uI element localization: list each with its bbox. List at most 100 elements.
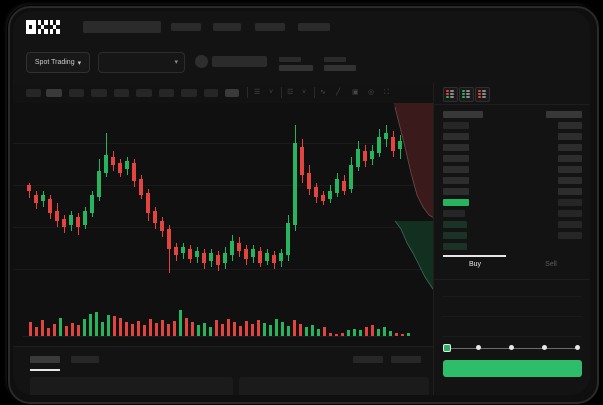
orderbook-row[interactable]: [443, 133, 469, 140]
orderbook-row[interactable]: [443, 111, 483, 118]
volume-bar: [107, 315, 110, 336]
timeframe-9[interactable]: [204, 89, 218, 97]
orderbook-row[interactable]: [443, 188, 469, 195]
submit-buy-button[interactable]: [443, 360, 582, 377]
volume-bar: [179, 310, 182, 336]
orderbook-row[interactable]: [558, 210, 582, 217]
pencil-icon[interactable]: ╱: [336, 89, 341, 96]
orderbook-row[interactable]: [443, 166, 469, 173]
orderbook-row[interactable]: [443, 232, 467, 239]
volume-bar: [377, 329, 380, 336]
orderbook-row[interactable]: [558, 122, 582, 129]
volume-bar: [257, 320, 260, 336]
pair-selector[interactable]: ▾: [98, 52, 185, 73]
volume-bar: [269, 325, 272, 336]
tab-open-orders[interactable]: [30, 356, 60, 363]
volume-bar: [293, 320, 296, 336]
slider-node-50[interactable]: [509, 345, 514, 350]
timeframe-8[interactable]: [181, 89, 197, 97]
volume-bar: [77, 325, 80, 336]
volume-bar: [305, 327, 308, 336]
volume-bar: [29, 322, 32, 336]
volume-bar: [323, 327, 326, 336]
timeframe-2[interactable]: [46, 89, 62, 97]
chart-type-icon[interactable]: ☲: [287, 89, 294, 96]
volume-bar: [167, 324, 170, 336]
orderbook-view-both-icon[interactable]: [443, 87, 458, 102]
orderbook-row[interactable]: [558, 144, 582, 151]
chevron-down-icon-2[interactable]: ˅: [302, 89, 307, 96]
timeframe-5[interactable]: [114, 89, 129, 97]
search-input[interactable]: [83, 21, 161, 33]
volume-bar: [365, 327, 368, 336]
orderbook-row[interactable]: [443, 199, 469, 206]
amount-percent-slider[interactable]: [443, 343, 582, 353]
timeframe-6[interactable]: [136, 89, 152, 97]
orderbook-row[interactable]: [443, 177, 469, 184]
orderbook-row[interactable]: [558, 155, 582, 162]
indicators-icon[interactable]: ☰: [254, 89, 261, 96]
chevron-down-icon-1[interactable]: ˅: [269, 89, 274, 96]
nav-item-3[interactable]: [255, 23, 285, 31]
bottom-action-1[interactable]: [353, 356, 383, 363]
volume-bar: [35, 327, 38, 336]
chart-gridline: [13, 269, 433, 270]
nav-item-1[interactable]: [171, 23, 201, 31]
bottom-panel-right: [239, 377, 429, 395]
timeframe-4[interactable]: [91, 89, 107, 97]
volume-bar: [185, 318, 188, 336]
orderbook-row[interactable]: [558, 232, 582, 239]
slider-handle[interactable]: [443, 344, 451, 352]
nav-item-4[interactable]: [298, 23, 330, 31]
orderbook-view-bids-icon[interactable]: [459, 87, 474, 102]
depth-chart-overlay: [393, 103, 439, 298]
slider-node-75[interactable]: [542, 345, 547, 350]
tab-order-history[interactable]: [71, 356, 99, 363]
active-order-tab-underline: [443, 255, 506, 257]
timeframe-1[interactable]: [26, 89, 41, 97]
fullscreen-icon[interactable]: ⛶: [384, 89, 389, 96]
volume-bar: [95, 312, 98, 336]
settings-icon[interactable]: ◎: [368, 89, 375, 96]
tab-buy[interactable]: Buy: [468, 261, 482, 268]
volume-bar: [131, 324, 134, 336]
volume-bar: [101, 322, 104, 336]
orderbook-view-asks-icon[interactable]: [475, 87, 490, 102]
device-frame: Spot Trading ▾ ▾ ☰ ˅: [8, 6, 599, 404]
tab-sell[interactable]: Sell: [545, 261, 557, 268]
slider-node-25[interactable]: [476, 345, 481, 350]
orderbook-row[interactable]: [443, 210, 465, 217]
orderbook-row[interactable]: [443, 155, 469, 162]
mode-selector-spot-trading[interactable]: Spot Trading ▾: [26, 52, 90, 73]
volume-bar: [215, 320, 218, 336]
bottom-action-2[interactable]: [391, 356, 421, 363]
orderbook-row[interactable]: [558, 199, 582, 206]
volume-bar: [263, 323, 266, 336]
orderbook-row[interactable]: [558, 221, 582, 228]
timeframe-3[interactable]: [69, 89, 84, 97]
timeframe-10[interactable]: [225, 89, 239, 97]
orderbook-row[interactable]: [558, 177, 582, 184]
orderbook-row[interactable]: [443, 144, 469, 151]
mode-selector-label: Spot Trading: [34, 59, 75, 66]
orderbook-row[interactable]: [546, 111, 582, 118]
orderbook-row[interactable]: [443, 243, 467, 250]
active-tab-underline: [30, 369, 60, 371]
orderbook-row[interactable]: [443, 221, 467, 228]
volume-bar: [173, 321, 176, 336]
camera-icon[interactable]: ▣: [352, 89, 359, 96]
okx-pixel-logo-icon[interactable]: [26, 20, 71, 34]
coin-avatar-icon: [195, 55, 208, 68]
slider-node-100[interactable]: [575, 345, 580, 350]
volume-bar: [383, 327, 386, 336]
orderbook-row[interactable]: [443, 122, 469, 129]
nav-item-2[interactable]: [213, 23, 241, 31]
timeframe-7[interactable]: [159, 89, 174, 97]
orderbook-row[interactable]: [558, 166, 582, 173]
candlestick-chart[interactable]: [13, 103, 433, 298]
line-chart-icon[interactable]: ∿: [320, 89, 326, 96]
orderbook-row[interactable]: [558, 188, 582, 195]
orderbook-row[interactable]: [558, 133, 582, 140]
bottom-panel-left: [30, 377, 233, 395]
volume-bar: [329, 333, 332, 336]
